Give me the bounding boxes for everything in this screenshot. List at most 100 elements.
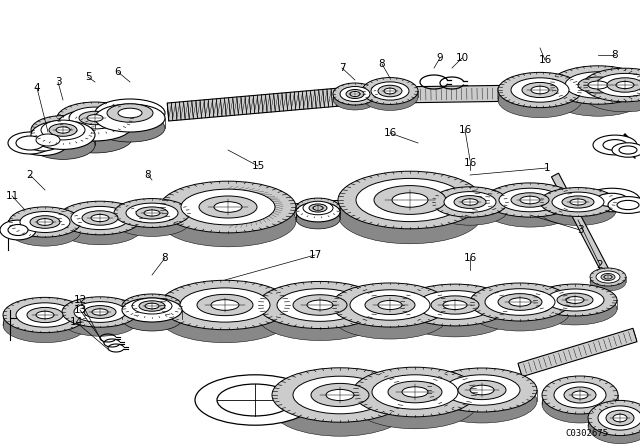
Text: 8: 8	[379, 59, 385, 69]
Ellipse shape	[87, 115, 103, 121]
Text: 1: 1	[544, 163, 550, 173]
Ellipse shape	[311, 383, 369, 407]
Ellipse shape	[114, 198, 190, 228]
Ellipse shape	[498, 293, 542, 310]
Ellipse shape	[62, 297, 138, 327]
Ellipse shape	[596, 193, 628, 207]
Text: 4: 4	[34, 83, 40, 93]
Ellipse shape	[402, 387, 428, 397]
Ellipse shape	[417, 291, 493, 319]
Ellipse shape	[20, 211, 70, 233]
Ellipse shape	[554, 382, 606, 408]
Ellipse shape	[16, 303, 74, 327]
Ellipse shape	[498, 73, 582, 108]
Ellipse shape	[378, 85, 402, 97]
Ellipse shape	[258, 281, 382, 328]
Ellipse shape	[362, 78, 418, 104]
Ellipse shape	[139, 301, 165, 311]
Ellipse shape	[520, 196, 540, 204]
Ellipse shape	[31, 124, 95, 152]
Ellipse shape	[392, 193, 428, 207]
Polygon shape	[390, 84, 600, 103]
Ellipse shape	[598, 406, 640, 430]
Ellipse shape	[400, 284, 510, 326]
Ellipse shape	[57, 102, 133, 134]
Polygon shape	[518, 328, 637, 377]
Ellipse shape	[546, 289, 604, 311]
Ellipse shape	[431, 296, 479, 314]
Ellipse shape	[57, 112, 133, 144]
Ellipse shape	[540, 188, 616, 216]
Ellipse shape	[296, 198, 340, 218]
Ellipse shape	[565, 72, 631, 98]
Text: 15: 15	[252, 161, 264, 171]
Ellipse shape	[606, 410, 634, 426]
Ellipse shape	[62, 306, 138, 336]
Ellipse shape	[498, 82, 582, 118]
Text: 12: 12	[74, 295, 86, 305]
Ellipse shape	[462, 199, 478, 205]
Ellipse shape	[293, 376, 387, 414]
Ellipse shape	[293, 295, 347, 315]
Ellipse shape	[272, 382, 408, 436]
Ellipse shape	[511, 193, 549, 207]
Ellipse shape	[74, 302, 126, 323]
Ellipse shape	[95, 114, 165, 142]
Polygon shape	[310, 192, 490, 218]
Ellipse shape	[499, 188, 561, 212]
Ellipse shape	[583, 78, 640, 112]
Ellipse shape	[18, 130, 68, 155]
Ellipse shape	[601, 273, 615, 280]
Ellipse shape	[16, 136, 44, 150]
Ellipse shape	[326, 389, 354, 401]
Ellipse shape	[71, 207, 129, 229]
Ellipse shape	[197, 294, 253, 316]
Ellipse shape	[562, 196, 594, 208]
Ellipse shape	[552, 192, 604, 212]
Ellipse shape	[277, 289, 363, 321]
Ellipse shape	[41, 120, 85, 140]
Ellipse shape	[356, 178, 464, 222]
Polygon shape	[100, 298, 380, 322]
Ellipse shape	[617, 200, 639, 210]
Text: 5: 5	[84, 72, 92, 82]
Text: 7: 7	[339, 63, 346, 73]
Ellipse shape	[384, 88, 396, 94]
Ellipse shape	[31, 116, 95, 144]
Ellipse shape	[550, 78, 640, 116]
Ellipse shape	[444, 375, 520, 405]
Ellipse shape	[588, 409, 640, 444]
Text: 16: 16	[463, 158, 477, 168]
Ellipse shape	[258, 293, 382, 340]
Text: 9: 9	[436, 53, 444, 63]
Ellipse shape	[485, 183, 575, 217]
Ellipse shape	[542, 385, 618, 423]
Ellipse shape	[160, 293, 290, 343]
Ellipse shape	[443, 301, 467, 310]
Ellipse shape	[114, 207, 190, 237]
Ellipse shape	[596, 73, 640, 97]
Ellipse shape	[353, 367, 477, 417]
Ellipse shape	[588, 81, 608, 89]
Ellipse shape	[122, 294, 182, 318]
Ellipse shape	[444, 192, 496, 212]
Ellipse shape	[27, 307, 63, 323]
Text: C0302675: C0302675	[565, 429, 608, 438]
Ellipse shape	[583, 68, 640, 102]
Ellipse shape	[619, 146, 637, 154]
Ellipse shape	[58, 211, 142, 245]
Ellipse shape	[550, 66, 640, 104]
Ellipse shape	[0, 220, 36, 240]
Polygon shape	[552, 173, 614, 282]
Ellipse shape	[372, 375, 458, 409]
Ellipse shape	[9, 216, 81, 246]
Ellipse shape	[522, 82, 558, 98]
Ellipse shape	[485, 193, 575, 227]
Ellipse shape	[338, 171, 482, 229]
Ellipse shape	[333, 88, 377, 110]
Ellipse shape	[603, 140, 627, 151]
Ellipse shape	[69, 107, 121, 129]
Ellipse shape	[31, 131, 95, 159]
Ellipse shape	[126, 203, 178, 223]
Text: 16: 16	[463, 253, 477, 263]
